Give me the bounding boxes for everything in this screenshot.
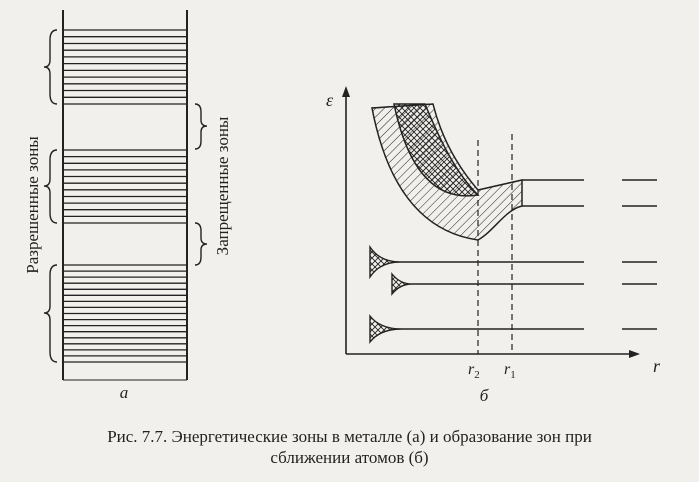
allowed-band-brace-2 xyxy=(43,149,58,224)
allowed-bands-label: Разрешенные зоны xyxy=(23,136,42,274)
x-axis-arrow xyxy=(629,350,640,358)
caption-line-1: Рис. 7.7. Энергетические зоны в металле … xyxy=(107,427,592,446)
forbidden-band-brace-2 xyxy=(194,222,208,266)
figure-caption: Рис. 7.7. Энергетические зоны в металле … xyxy=(0,426,699,468)
r1-label: r1 xyxy=(504,361,516,381)
lower-band-1 xyxy=(369,244,401,280)
lower-band-3 xyxy=(369,313,403,345)
x-axis-label: r xyxy=(653,356,661,376)
panel-b: ε r r2 r1 б xyxy=(326,86,661,405)
lower-band-2 xyxy=(391,272,413,296)
upper-band-inner-edge xyxy=(371,103,434,109)
r2-label: r2 xyxy=(468,361,480,381)
allowed-band-brace-1 xyxy=(43,29,58,105)
energy-levels xyxy=(63,29,187,363)
allowed-band-brace-3 xyxy=(43,264,58,363)
caption-line-2: сближении атомов (б) xyxy=(270,448,429,467)
panel-a-label: а xyxy=(120,383,129,402)
panel-a: Разрешенные зоны Запрещенные зоны а xyxy=(23,10,232,402)
forbidden-bands-label: Запрещенные зоны xyxy=(213,116,232,255)
forbidden-band-brace-1 xyxy=(194,103,208,150)
y-axis-arrow xyxy=(342,86,350,97)
panel-b-label: б xyxy=(480,386,489,405)
y-axis-label: ε xyxy=(326,90,334,110)
